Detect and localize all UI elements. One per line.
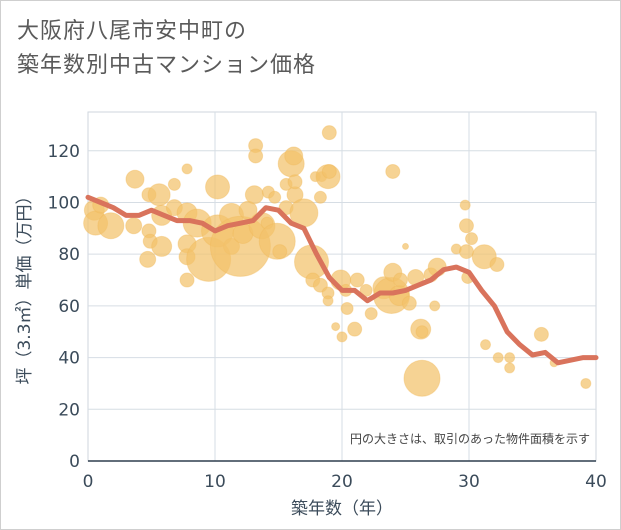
bubble-point (401, 295, 417, 311)
chart-title: 大阪府八尾市安中町の 築年数別中古マンション価格 (17, 15, 316, 83)
bubble-point (385, 163, 401, 179)
bubble-point (284, 146, 304, 166)
bubble-point (125, 169, 145, 189)
bubble-point (429, 300, 441, 312)
bubble-point (580, 377, 592, 389)
bubble-point (489, 257, 505, 273)
y-tick-label: 60 (58, 297, 80, 317)
bubble-point (349, 272, 365, 288)
bubble-point (179, 272, 195, 288)
y-tick-label: 100 (48, 193, 80, 213)
trend-line (85, 194, 599, 366)
bubble-point (287, 174, 303, 190)
x-tick-label: 30 (458, 472, 480, 492)
bubble-point (415, 325, 429, 339)
x-tick-label: 10 (204, 472, 226, 492)
bubble-point (181, 163, 193, 175)
y-tick-label: 20 (58, 400, 80, 420)
bubble-point (492, 352, 504, 364)
bubble-point (322, 295, 334, 307)
y-tick-label: 40 (58, 349, 80, 369)
bubble-point (147, 183, 171, 207)
bubble-point (125, 217, 143, 235)
bubble-point (321, 125, 337, 141)
size-note: 円の大きさは、取引のあった物件面積を示す (350, 431, 590, 446)
bubble-point (139, 250, 157, 268)
bubble-point (331, 322, 341, 332)
bubble-point (504, 362, 516, 374)
bubble-point (458, 244, 474, 260)
bubble-point (364, 307, 378, 321)
bubble-point (392, 272, 408, 288)
axes-layer: 0 10 20 30 40 0 20 40 60 80 100 120 (48, 142, 607, 492)
bubble-point (97, 212, 125, 240)
bubble-point (336, 331, 348, 343)
title-line-1: 大阪府八尾市安中町の (17, 19, 248, 44)
y-tick-label: 0 (69, 452, 80, 472)
bubble-point (167, 177, 181, 191)
x-tick-label: 20 (331, 472, 353, 492)
bubble-point (480, 339, 492, 351)
bubble-point (244, 185, 264, 205)
bubble-point (340, 301, 354, 315)
bubble-point (504, 352, 516, 364)
bubble-point (458, 218, 474, 234)
bubbles-layer (83, 125, 592, 397)
y-tick-label: 120 (48, 142, 80, 162)
bubble-point (402, 242, 409, 250)
bubble-point (272, 244, 288, 260)
x-axis-title: 築年数（年） (291, 499, 393, 519)
bubble-point (359, 283, 373, 297)
title-line-2: 築年数別中古マンション価格 (17, 53, 317, 78)
bubble-point (268, 190, 282, 204)
x-tick-label: 0 (83, 472, 94, 492)
bubble-point (403, 359, 441, 397)
bubble-point (205, 174, 231, 200)
bubble-point (533, 326, 549, 342)
bubble-point (151, 235, 173, 257)
bubble-point (465, 232, 479, 246)
bubble-point (321, 163, 337, 179)
y-axis-title: 坪（3.3㎡）単価（万円） (15, 187, 35, 384)
bubble-point (459, 199, 471, 211)
x-tick-label: 40 (585, 472, 607, 492)
y-tick-label: 80 (58, 245, 80, 265)
bubble-point (347, 321, 363, 337)
bubble-point (248, 148, 264, 164)
bubble-point (313, 190, 327, 204)
trend-layer (85, 194, 599, 366)
